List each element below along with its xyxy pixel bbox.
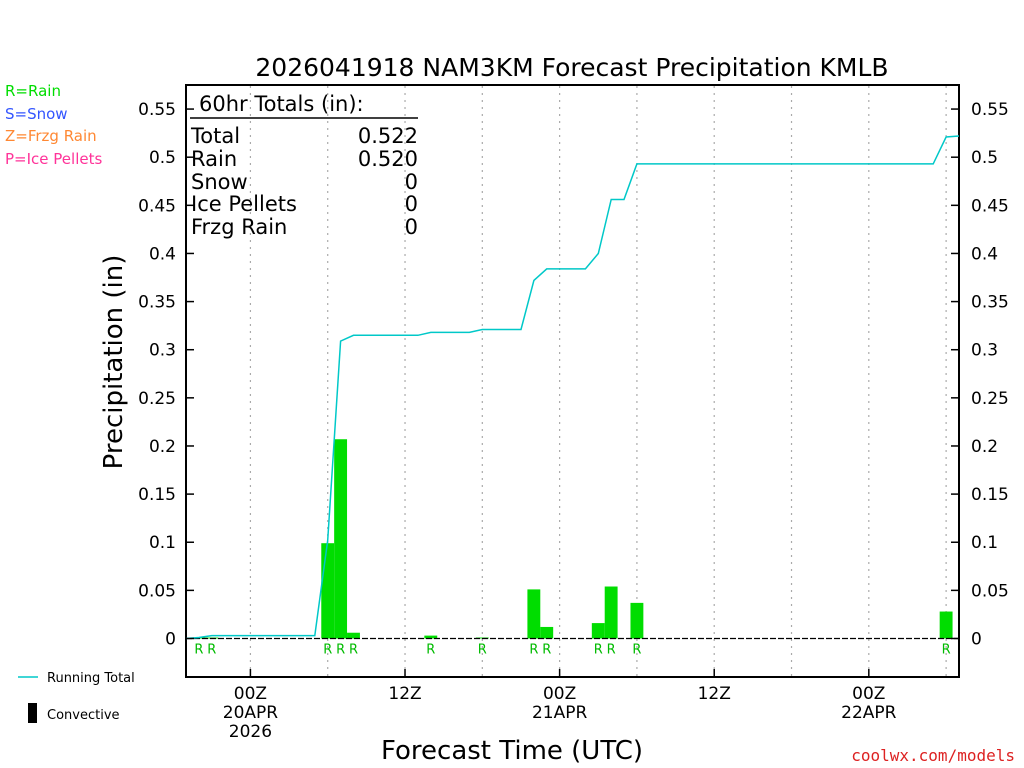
y-tick-label-right: 0.25 bbox=[971, 389, 1009, 409]
totals-box: 60hr Totals (in): Total 0.522 Rain 0.520… bbox=[190, 92, 418, 239]
running-total-layer bbox=[185, 135, 960, 640]
totals-label-rain: Rain bbox=[191, 147, 237, 171]
x-tick-label: 00Z bbox=[852, 684, 885, 704]
y-tick-label-left: 0.15 bbox=[138, 485, 176, 505]
convective-swatch bbox=[28, 703, 37, 723]
y-tick-label-right: 0.35 bbox=[971, 293, 1009, 313]
series-legend: Running Total Convective bbox=[18, 671, 135, 723]
y-tick-label-right: 0.45 bbox=[971, 196, 1009, 216]
legend-snow: S=Snow bbox=[5, 105, 68, 123]
ptype-marker: R bbox=[426, 642, 435, 657]
y-axis-layer: 0 00.05 0.050.1 0.10.15 0.150.2 0.20.25 0.250.… bbox=[138, 100, 1009, 649]
precip-bar bbox=[540, 626, 554, 639]
totals-label-ice-pellets: Ice Pellets bbox=[191, 192, 297, 216]
running-total-legend-label: Running Total bbox=[47, 671, 135, 686]
y-tick-label-left: 0.3 bbox=[149, 341, 176, 361]
y-tick-label-right: 0.05 bbox=[971, 581, 1009, 601]
precip-bar bbox=[527, 589, 541, 639]
running-total-line bbox=[185, 135, 960, 640]
legend-ice-pellets: P=Ice Pellets bbox=[5, 150, 102, 168]
y-tick-label-right: 0.1 bbox=[971, 533, 998, 553]
precip-bar bbox=[939, 611, 953, 639]
y-tick-label-left: 0.2 bbox=[149, 437, 176, 457]
totals-value-snow: 0 bbox=[405, 170, 418, 194]
x-tick-label: 2026 bbox=[229, 722, 272, 742]
plot-frame bbox=[185, 84, 960, 678]
precip-bar bbox=[347, 632, 360, 639]
bars-layer bbox=[192, 439, 953, 639]
y-tick-label-right: 0.3 bbox=[971, 341, 998, 361]
credit-text: coolwx.com/models bbox=[851, 746, 1015, 765]
y-tick-label-left: 0 bbox=[165, 629, 176, 649]
chart-title: 2026041918 NAM3KM Forecast Precipitation… bbox=[255, 53, 888, 82]
ptype-marker: R bbox=[336, 642, 345, 657]
y-tick-label-right: 0 bbox=[971, 629, 982, 649]
y-tick-label-left: 0.1 bbox=[149, 533, 176, 553]
y-tick-label-left: 0.35 bbox=[138, 293, 176, 313]
y-tick-label-right: 0.5 bbox=[971, 148, 998, 168]
legend-frzg-rain: Z=Frzg Rain bbox=[5, 127, 97, 145]
ptype-marker: R bbox=[194, 642, 203, 657]
x-tick-label: 21APR bbox=[532, 703, 588, 723]
precip-bar bbox=[591, 623, 605, 639]
totals-value-rain: 0.520 bbox=[358, 147, 418, 171]
ptype-marker: R bbox=[594, 642, 603, 657]
convective-legend-label: Convective bbox=[47, 708, 120, 723]
totals-label-total: Total bbox=[190, 124, 240, 148]
y-tick-label-left: 0.25 bbox=[138, 389, 176, 409]
precip-bar bbox=[321, 543, 335, 639]
y-tick-label-right: 0.15 bbox=[971, 485, 1009, 505]
precip-bar bbox=[630, 602, 644, 639]
ptype-marker: R bbox=[942, 642, 951, 657]
y-axis-label: Precipitation (in) bbox=[99, 255, 129, 470]
ptype-marker: R bbox=[349, 642, 358, 657]
y-tick-label-left: 0.55 bbox=[138, 100, 176, 120]
legend-rain: R=Rain bbox=[5, 82, 61, 100]
totals-value-frzg-rain: 0 bbox=[405, 215, 418, 239]
ptype-legend: R=Rain S=Snow Z=Frzg Rain P=Ice Pellets bbox=[5, 82, 102, 168]
y-tick-label-left: 0.5 bbox=[149, 148, 176, 168]
y-tick-label-left: 0.45 bbox=[138, 196, 176, 216]
precip-bar bbox=[424, 635, 438, 639]
x-tick-label: 20APR bbox=[223, 703, 279, 723]
y-tick-label-left: 0.05 bbox=[138, 581, 176, 601]
totals-header: 60hr Totals (in): bbox=[199, 92, 364, 116]
x-tick-label: 12Z bbox=[388, 684, 421, 704]
ptype-marker: R bbox=[632, 642, 641, 657]
precip-bar bbox=[604, 586, 618, 639]
ptype-marker: R bbox=[478, 642, 487, 657]
x-axis-label: Forecast Time (UTC) bbox=[381, 736, 643, 766]
totals-value-total: 0.522 bbox=[358, 124, 418, 148]
ptype-marker: R bbox=[207, 642, 216, 657]
y-tick-label-right: 0.4 bbox=[971, 244, 998, 264]
y-tick-label-right: 0.55 bbox=[971, 100, 1009, 120]
x-tick-label: 00Z bbox=[234, 684, 267, 704]
y-tick-label-right: 0.2 bbox=[971, 437, 998, 457]
ptype-marker: R bbox=[529, 642, 538, 657]
ptype-marker: R bbox=[542, 642, 551, 657]
totals-value-ice-pellets: 0 bbox=[405, 192, 418, 216]
ptype-marker: R bbox=[323, 642, 332, 657]
totals-label-frzg-rain: Frzg Rain bbox=[191, 215, 287, 239]
x-tick-label: 12Z bbox=[698, 684, 731, 704]
x-tick-label: 00Z bbox=[543, 684, 576, 704]
ptype-marker: R bbox=[607, 642, 616, 657]
totals-label-snow: Snow bbox=[191, 170, 248, 194]
y-tick-label-left: 0.4 bbox=[149, 244, 176, 264]
x-tick-label: 22APR bbox=[841, 703, 897, 723]
grid-layer bbox=[249, 86, 947, 676]
precip-bar bbox=[334, 439, 348, 639]
